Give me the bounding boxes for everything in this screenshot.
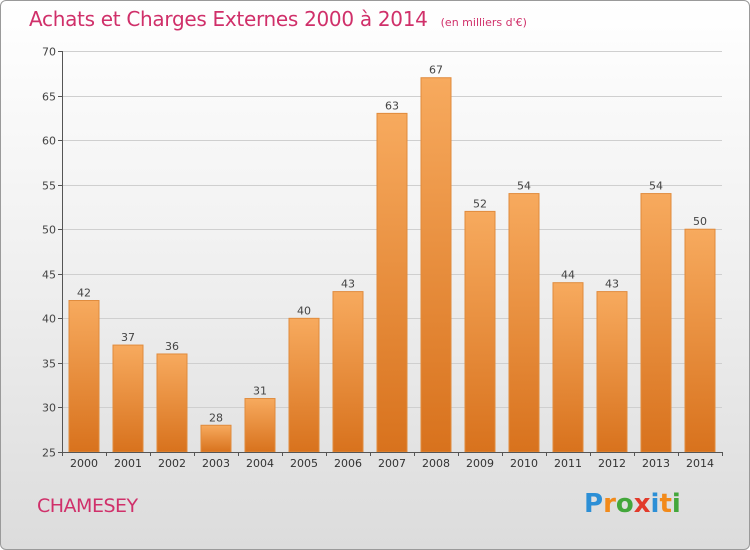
x-tick-label-2006: 2006: [334, 457, 362, 470]
data-label-2005: 40: [297, 304, 311, 317]
bar-2005: [288, 317, 320, 453]
y-tick-label: 45: [42, 269, 56, 282]
chart-unit: (en milliers d'€): [440, 16, 527, 29]
data-label-2001: 37: [121, 331, 135, 344]
data-label-2014: 50: [693, 215, 707, 228]
data-label-2004: 31: [253, 385, 267, 398]
bar-2009: [464, 210, 496, 453]
x-tick-label-2007: 2007: [378, 457, 406, 470]
x-tick-label-2001: 2001: [114, 457, 142, 470]
bar-2007: [376, 112, 408, 453]
bar-2008: [420, 77, 452, 453]
axes: [58, 51, 723, 456]
y-tick-label: 65: [42, 91, 56, 104]
x-tick-label-2002: 2002: [158, 457, 186, 470]
bar-2003: [200, 424, 232, 453]
y-tick-label: 40: [42, 313, 56, 326]
data-label-2006: 43: [341, 278, 355, 291]
y-tick-label: 55: [42, 180, 56, 193]
logo-letter: x: [633, 489, 651, 519]
x-tick-label-2009: 2009: [466, 457, 494, 470]
bar-2000: [68, 300, 100, 453]
y-tick-label: 70: [42, 46, 56, 59]
x-tick-label-2008: 2008: [422, 457, 450, 470]
x-tick-label-2003: 2003: [202, 457, 230, 470]
logo-letter: o: [615, 489, 634, 519]
data-label-2003: 28: [209, 411, 223, 424]
chart-title-row: Achats et Charges Externes 2000 à 2014 (…: [29, 7, 527, 31]
data-label-2013: 54: [649, 180, 663, 193]
data-label-2011: 44: [561, 269, 575, 282]
logo-letter: t: [659, 489, 672, 519]
x-tick-label-2011: 2011: [554, 457, 582, 470]
data-label-2010: 54: [517, 180, 531, 193]
bars: [68, 77, 716, 453]
logo-letter: P: [584, 489, 604, 519]
data-label-2002: 36: [165, 340, 179, 353]
bar-2013: [640, 193, 672, 453]
data-label-2007: 63: [385, 99, 399, 112]
x-tick-label-2000: 2000: [70, 457, 98, 470]
y-tick-label: 35: [42, 358, 56, 371]
bar-2006: [332, 291, 364, 453]
x-tick-label-2005: 2005: [290, 457, 318, 470]
bar-2010: [508, 193, 540, 453]
x-tick-label-2014: 2014: [686, 457, 714, 470]
bar-2011: [552, 282, 584, 453]
data-label-2009: 52: [473, 197, 487, 210]
logo-letter: i: [671, 489, 681, 519]
data-label-2000: 42: [77, 287, 91, 300]
y-tick-label: 30: [42, 402, 56, 415]
y-tick-label: 60: [42, 135, 56, 148]
data-label-2008: 67: [429, 64, 443, 77]
data-label-2012: 43: [605, 278, 619, 291]
bar-2012: [596, 291, 628, 453]
proxiti-logo: Proxiti: [584, 489, 681, 519]
x-tick-label-2010: 2010: [510, 457, 538, 470]
labels: 25 30 35 40 45 50 55 60 65 70 42 2000 37 2001 36 2002 28…: [42, 46, 714, 471]
y-tick-label: 50: [42, 224, 56, 237]
logo-letter: r: [603, 489, 616, 519]
x-tick-label-2004: 2004: [246, 457, 274, 470]
bar-2002: [156, 353, 188, 453]
bar-2004: [244, 398, 276, 453]
commune-name: CHAMESEY: [37, 495, 138, 517]
logo-letter: i: [650, 489, 660, 519]
x-tick-label-2012: 2012: [598, 457, 626, 470]
chart-title: Achats et Charges Externes 2000 à 2014: [29, 7, 428, 31]
bar-2014: [684, 228, 716, 453]
x-tick-label-2013: 2013: [642, 457, 670, 470]
bar-2001: [112, 344, 144, 453]
y-tick-label: 25: [42, 447, 56, 460]
